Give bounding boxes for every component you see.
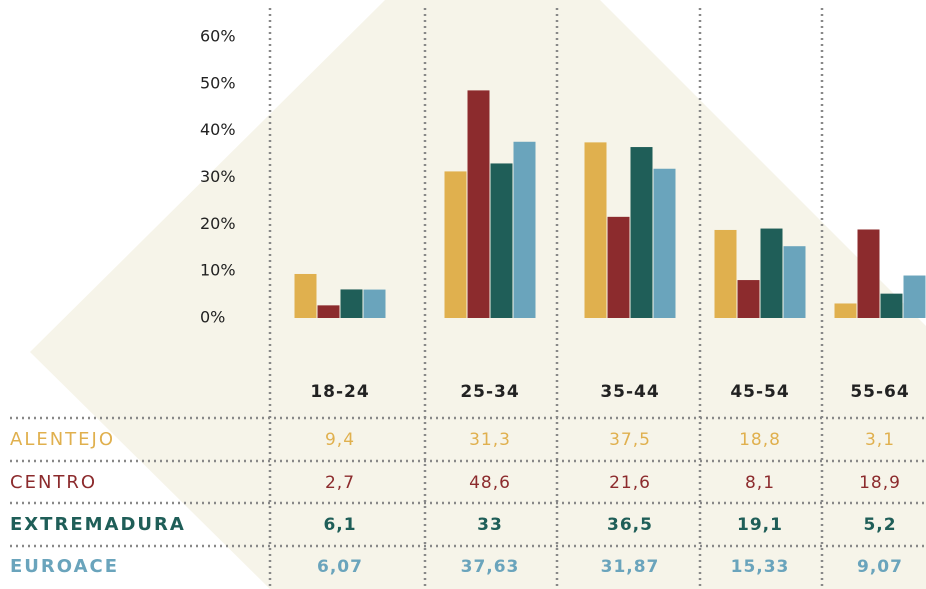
bar [340,289,363,318]
bar [653,168,676,318]
table-cell: 31,3 [469,430,511,450]
bar [760,228,783,318]
table-cell: 3,1 [865,430,895,450]
table-cell: 48,6 [469,473,511,493]
y-tick-label: 40% [200,120,236,139]
bar [363,289,386,318]
bar [903,275,926,318]
table-cell: 36,5 [607,515,653,535]
table-cell: 33 [477,515,503,535]
bar [467,90,490,318]
bar [490,163,513,318]
bar [834,303,857,318]
bar [783,246,806,318]
category-label: 55-64 [850,382,909,402]
table-cell: 18,9 [859,473,901,493]
category-label: 18-24 [310,382,369,402]
bar [714,229,737,318]
bar [880,293,903,318]
row-label: EUROACE [10,556,119,577]
category-label: 45-54 [730,382,789,402]
table-cell: 37,5 [609,430,651,450]
table-cell: 5,2 [863,515,896,535]
table-cell: 2,7 [325,473,355,493]
y-tick-label: 10% [200,261,236,280]
y-tick-label: 0% [200,308,225,327]
category-label: 35-44 [600,382,659,402]
bar [444,171,467,318]
bar [584,142,607,318]
row-label: ALENTEJO [10,429,115,450]
table-cell: 6,1 [323,515,356,535]
category-label: 25-34 [460,382,519,402]
table-cell: 15,33 [731,557,790,577]
table-cell: 6,07 [317,557,363,577]
bar [857,229,880,318]
row-label: EXTREMADURA [10,514,186,535]
table-cell: 21,6 [609,473,651,493]
bar [630,147,653,318]
bar [737,280,760,318]
bar [607,216,630,318]
y-tick-label: 20% [200,214,236,233]
table-cell: 19,1 [737,515,783,535]
bar [513,141,536,318]
bar [294,273,317,318]
table-cell: 8,1 [745,473,775,493]
table-cell: 9,4 [325,430,355,450]
table-cell: 31,87 [601,557,660,577]
bar [317,305,340,318]
y-tick-label: 30% [200,167,236,186]
y-tick-label: 50% [200,73,236,92]
table-cell: 37,63 [461,557,520,577]
y-tick-label: 60% [200,27,236,46]
table-cell: 9,07 [857,557,903,577]
table-cell: 18,8 [739,430,781,450]
row-label: CENTRO [10,472,97,493]
